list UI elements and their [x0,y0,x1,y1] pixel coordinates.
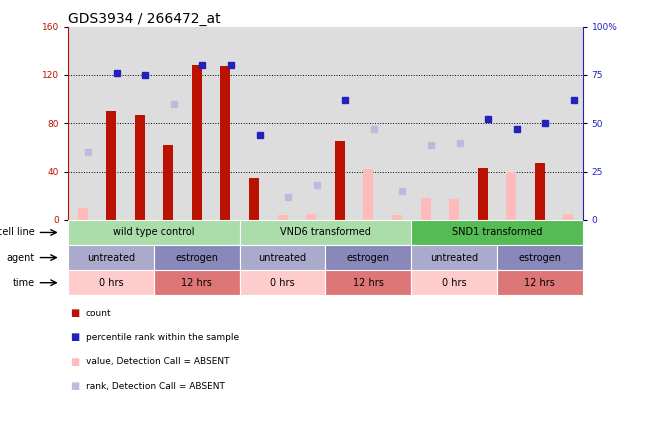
Bar [135,115,145,220]
Bar [411,270,497,295]
Bar [221,67,230,220]
Bar [77,208,88,220]
Bar [240,245,326,270]
Bar [154,245,240,270]
Bar [154,270,240,295]
Text: 0 hrs: 0 hrs [99,278,124,288]
Bar [497,270,583,295]
Text: untreated: untreated [258,253,307,262]
Bar [392,215,402,220]
Bar [534,163,545,220]
Bar [277,215,288,220]
Bar [192,65,202,220]
Bar [240,220,411,245]
Text: untreated: untreated [87,253,135,262]
Text: time: time [13,278,35,288]
Text: cell line: cell line [0,227,35,238]
Bar [240,270,326,295]
Bar [326,245,411,270]
Bar [411,245,497,270]
Text: percentile rank within the sample: percentile rank within the sample [86,333,239,342]
Bar [478,168,488,220]
Bar [411,220,583,245]
Bar [306,214,316,220]
Bar [68,270,154,295]
Text: count: count [86,309,111,317]
Bar [68,245,154,270]
Bar [68,220,240,245]
Text: 0 hrs: 0 hrs [442,278,466,288]
Bar [249,178,259,220]
Text: SND1 transformed: SND1 transformed [452,227,542,238]
Bar [106,111,117,220]
Bar [449,199,459,220]
Bar [421,198,430,220]
Bar [326,270,411,295]
Bar [335,141,345,220]
Bar [497,245,583,270]
Text: ■: ■ [70,381,79,391]
Text: 0 hrs: 0 hrs [270,278,295,288]
Text: ■: ■ [70,308,79,318]
Text: wild type control: wild type control [113,227,195,238]
Text: value, Detection Call = ABSENT: value, Detection Call = ABSENT [86,357,229,366]
Text: ■: ■ [70,357,79,367]
Text: estrogen: estrogen [347,253,390,262]
Text: 12 hrs: 12 hrs [182,278,212,288]
Text: rank, Detection Call = ABSENT: rank, Detection Call = ABSENT [86,382,225,391]
Text: untreated: untreated [430,253,478,262]
Bar [363,169,374,220]
Text: GDS3934 / 266472_at: GDS3934 / 266472_at [68,12,221,26]
Text: 12 hrs: 12 hrs [353,278,384,288]
Bar [506,171,516,220]
Text: ■: ■ [70,333,79,342]
Bar [163,145,173,220]
Text: estrogen: estrogen [518,253,561,262]
Text: 12 hrs: 12 hrs [524,278,555,288]
Text: agent: agent [7,253,35,262]
Text: estrogen: estrogen [175,253,219,262]
Bar [563,214,574,220]
Text: VND6 transformed: VND6 transformed [280,227,371,238]
